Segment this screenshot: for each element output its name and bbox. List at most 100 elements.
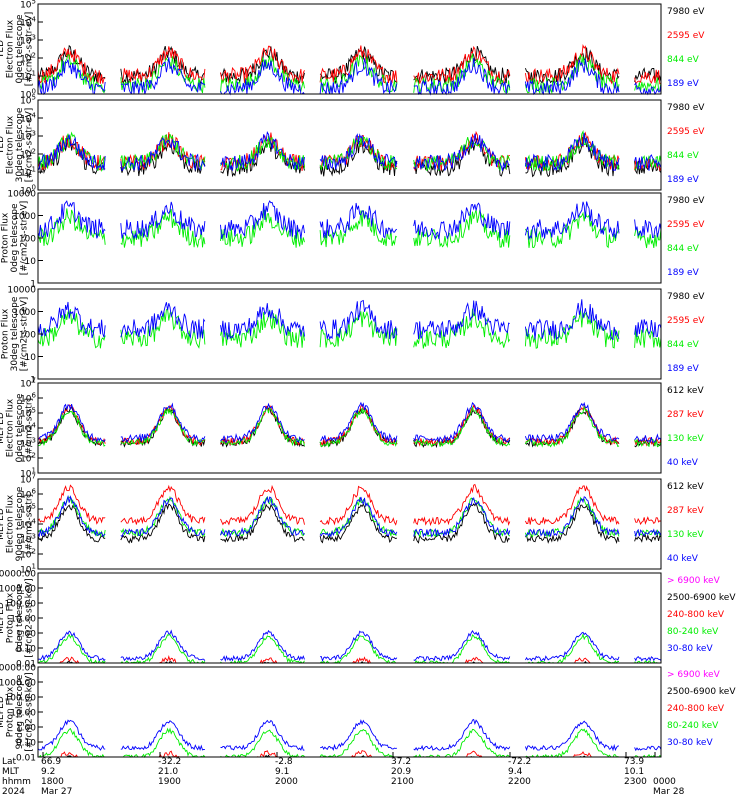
legend-entry: 844 eV <box>667 244 700 254</box>
y-tick-label: 10 <box>25 353 37 363</box>
legend-entry: 7980 eV <box>667 292 705 302</box>
y-tick-label: 1.00 <box>16 724 36 734</box>
series-trace-40-kev <box>37 494 662 538</box>
legend-entry: 40 keV <box>667 458 699 468</box>
legend-entry: 240-800 keV <box>667 704 725 714</box>
series-trace-844-ev <box>37 208 662 249</box>
y-tick-label: 100 <box>19 235 36 245</box>
legend-entry: 844 eV <box>667 55 700 65</box>
y-axis-label: Electron Flux <box>5 398 15 457</box>
y-axis-label: Electron Flux <box>5 494 15 553</box>
legend-entry: 287 keV <box>667 506 704 516</box>
chart-panel-4: 1 10 100 1000 10000 Proton Flux 30deg telescop… <box>1 286 706 386</box>
legend-entry: 7980 eV <box>667 103 705 113</box>
y-tick-label: 100.00 <box>5 600 37 610</box>
y-axis-label: 0deg telescope <box>15 583 25 653</box>
y-axis-label: 0deg telescope <box>15 14 25 84</box>
legend-entry: 189 eV <box>667 79 700 89</box>
series-trace-40-kev <box>37 401 662 444</box>
legend-entry: > 6900 keV <box>667 576 721 586</box>
plot-frame <box>37 3 662 95</box>
legend-entry: 844 eV <box>667 340 700 350</box>
y-axis-label: Proton Flux <box>5 592 15 643</box>
y-axis-label: [#/cm2-s-str-eV] <box>24 108 34 183</box>
legend-entry: 80-240 keV <box>667 627 719 637</box>
plot-frame <box>37 192 662 284</box>
ephemeris-row-label: 2024 <box>2 787 25 797</box>
ephemeris-value: 37.2 <box>391 757 411 767</box>
series-trace-844-ev <box>37 308 662 349</box>
y-axis-label: Proton Flux <box>5 686 15 737</box>
legend-entry: 287 keV <box>667 410 704 420</box>
plot-frame <box>37 572 662 664</box>
series-trace-30-80-kev <box>37 718 662 752</box>
chart-panel-8: 0.01 0.10 1.00 10.00 100.00 1000.00 10000.00 ME… <box>0 664 736 764</box>
legend-entry: 240-800 keV <box>667 610 725 620</box>
ephemeris-value: 21.0 <box>158 767 178 777</box>
y-tick-label: 1000.00 <box>0 679 36 689</box>
y-tick-label: 1000.00 <box>0 585 36 595</box>
y-axis-label: [#/cm2-s-str-eV] <box>24 12 34 87</box>
series-trace-30-80-kev <box>37 629 662 663</box>
series-trace-80-240-kev <box>37 633 661 664</box>
ephemeris-row-label: hhmm <box>2 777 31 787</box>
ephemeris-value: 1800 <box>41 777 64 787</box>
y-tick-label: 107 <box>20 377 36 390</box>
ephemeris-value: 2100 <box>391 777 414 787</box>
legend-entry: 189 eV <box>667 175 700 185</box>
legend-entry: 130 keV <box>667 434 704 444</box>
legend-entry: 189 eV <box>667 364 700 374</box>
y-tick-label: 10 <box>25 257 37 267</box>
y-axis-label: 90deg telescope <box>15 486 25 561</box>
y-tick-label: 1 <box>30 280 36 290</box>
legend-entry: 612 keV <box>667 482 704 492</box>
ephemeris-value: 73.9 <box>624 757 644 767</box>
chart-panel-7: 0.01 0.10 1.00 10.00 100.00 1000.00 10000.00 ME… <box>0 570 736 670</box>
y-tick-label: 1000 <box>13 308 36 318</box>
y-tick-label: 0.10 <box>16 739 36 749</box>
series-trace-189-ev <box>37 130 662 172</box>
series-trace-189-ev <box>37 299 662 341</box>
y-axis-label: [#/cm2-s-str] <box>24 494 34 554</box>
y-axis-label: [#/cm2-s-str] <box>24 398 34 458</box>
y-tick-label: 10000.00 <box>0 664 36 674</box>
ephemeris-value: 66.9 <box>41 757 61 767</box>
y-axis-label: MEPED <box>0 508 6 540</box>
legend-entry: 189 eV <box>667 268 700 278</box>
y-tick-label: 10000 <box>7 286 36 296</box>
series-trace-287-kev <box>37 483 662 527</box>
ephemeris-value: 0000 <box>653 777 676 787</box>
y-tick-label: 1000 <box>13 212 36 222</box>
y-axis-label: TED <box>0 40 6 59</box>
plot-frame <box>37 99 662 191</box>
y-tick-label: 1 <box>30 376 36 386</box>
legend-entry: > 6900 keV <box>667 670 721 680</box>
series-trace-189-ev <box>37 57 662 96</box>
series-trace-2595-ev <box>37 44 662 85</box>
legend-entry: 30-80 keV <box>667 644 713 654</box>
ephemeris-value: 9.1 <box>275 767 289 777</box>
y-axis-label: 0deg telescope <box>10 203 20 273</box>
legend-entry: 2500-6900 keV <box>667 593 736 603</box>
legend-entry: 80-240 keV <box>667 721 719 731</box>
y-tick-label: 0.01 <box>16 754 36 764</box>
legend-entry: 7980 eV <box>667 196 705 206</box>
legend-entry: 7980 eV <box>667 7 705 17</box>
legend-entry: 2500-6900 keV <box>667 687 736 697</box>
legend-entry: 130 keV <box>667 530 704 540</box>
plot-frame <box>37 666 662 758</box>
ephemeris-value: -72.2 <box>508 757 531 767</box>
y-axis-label: Electron Flux <box>5 115 15 174</box>
y-axis-label: MEPED <box>0 696 6 728</box>
legend-entry: 2595 eV <box>667 316 705 326</box>
y-axis-label: [#/cm2-s-str-eV] <box>20 297 30 372</box>
ephemeris-value: 20.9 <box>391 767 411 777</box>
y-tick-label: 105 <box>20 0 36 11</box>
y-tick-label: 1.00 <box>16 630 36 640</box>
series-trace-189-ev <box>37 200 662 241</box>
y-axis-label: [#/cm2-s-str-eV] <box>20 201 30 276</box>
ephemeris-value: 9.4 <box>508 767 523 777</box>
y-axis-label: MEPED <box>0 412 6 444</box>
ephemeris-value: 1900 <box>158 777 181 787</box>
